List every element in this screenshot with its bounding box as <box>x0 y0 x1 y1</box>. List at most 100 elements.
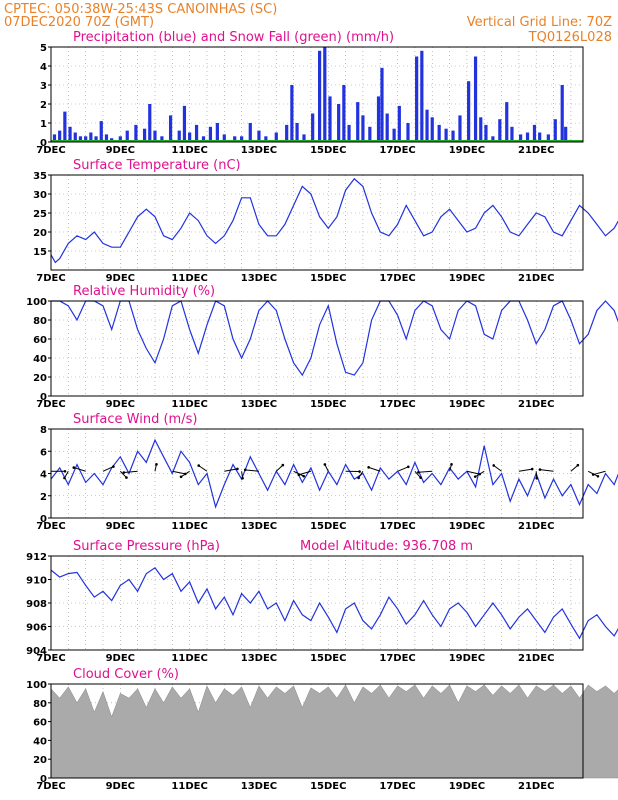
wind-arrow <box>593 470 606 476</box>
precip-bar <box>392 128 396 142</box>
precip-bar <box>84 136 88 142</box>
precip-ytick-label: 2 <box>40 100 47 111</box>
rh-xtick-label: 11DEC <box>171 399 207 410</box>
pres-xtick-label: 9DEC <box>106 653 135 664</box>
cloud-xtick-label: 9DEC <box>106 781 135 792</box>
precip-bar <box>491 136 495 142</box>
precip-bar <box>337 104 341 142</box>
header-station: CPTEC: 050:38W-25:43S CANOINHAS (SC) <box>4 2 277 17</box>
wind-arrow <box>298 470 312 476</box>
wind-ytick-label: 8 <box>40 425 47 436</box>
wind-arrow <box>180 470 190 478</box>
header-run-time: 07DEC2020 70Z (GMT) <box>4 15 154 30</box>
cloud-ytick-label: 80 <box>33 699 47 710</box>
precip-bar <box>201 136 206 142</box>
rh-xtick-label: 21DEC <box>518 399 554 410</box>
precip-bar <box>52 134 57 142</box>
temp-ytick-label: 25 <box>33 209 47 220</box>
wind-arrow-head <box>243 468 247 472</box>
temp-series-line <box>50 177 618 264</box>
wind-arrow-head <box>63 469 67 473</box>
wind-arrow-head <box>122 471 126 474</box>
precip-ytick-label: 1 <box>40 119 47 130</box>
temp-xtick-label: 9DEC <box>106 273 135 284</box>
cloud-cover-area <box>50 684 618 779</box>
rh-series-line <box>51 300 618 377</box>
wind-xtick-label: 13DEC <box>241 521 277 532</box>
pres-ytick-label: 912 <box>26 552 47 563</box>
rh-ytick-label: 100 <box>26 297 47 308</box>
precip-bar <box>264 136 268 142</box>
precip-ytick-label: 0 <box>40 138 47 149</box>
precip-bar <box>546 134 550 142</box>
model-altitude-label: Model Altitude: 936.708 m <box>300 539 473 554</box>
cloud-xtick-label: 17DEC <box>379 781 415 792</box>
pres-xtick-label: 11DEC <box>171 653 207 664</box>
wind-series-line <box>50 438 618 509</box>
cloud-xtick-label: 19DEC <box>449 781 485 792</box>
pres-ytick-label: 910 <box>26 576 47 587</box>
precip-bar <box>78 136 83 142</box>
rh-title: Relative Humidity (%) <box>73 284 215 299</box>
precip-bar <box>532 124 537 142</box>
precip-bar <box>168 115 173 142</box>
cloud-panel: 0 20 40 60 80 100 7DEC 9DEC 11DEC 13DEC 15DEC 17DEC… <box>26 667 618 792</box>
wind-arrow-head <box>179 475 183 479</box>
temp-xtick-label: 15DEC <box>310 273 346 284</box>
wind-arrow <box>198 465 208 472</box>
precip-bar <box>94 136 98 142</box>
precip-bar <box>188 132 192 142</box>
precip-bar <box>368 126 372 142</box>
header-vertical-grid: Vertical Grid Line: 70Z <box>467 15 612 30</box>
wind-arrow <box>358 471 364 479</box>
precip-bar <box>177 130 181 142</box>
pres-xtick-label: 17DEC <box>379 653 415 664</box>
wind-arrow <box>418 470 433 473</box>
wind-ytick-label: 4 <box>40 470 47 481</box>
wind-arrow-head <box>367 466 370 469</box>
precip-bar <box>99 121 103 142</box>
rh-ytick-label: 20 <box>33 373 47 384</box>
header-model-code: TQ0126L028 <box>528 30 612 45</box>
wind-arrow <box>518 468 533 472</box>
rh-ytick-label: 40 <box>33 354 47 365</box>
precip-bar <box>420 50 424 142</box>
wind-arrow-head <box>538 468 542 471</box>
pres-xtick-label: 15DEC <box>310 653 346 664</box>
precip-bar <box>317 50 322 142</box>
precip-bar <box>311 113 315 142</box>
cloud-title: Cloud Cover (%) <box>73 667 179 682</box>
precip-bar <box>68 126 72 142</box>
wind-ytick-label: 0 <box>40 514 47 525</box>
rh-ytick-label: 60 <box>33 335 47 346</box>
pres-series-line <box>50 566 618 640</box>
precip-bar <box>444 128 448 142</box>
precip-bar <box>125 130 129 142</box>
wind-xtick-label: 11DEC <box>171 521 207 532</box>
precip-bar <box>538 132 542 142</box>
wind-xtick-label: 21DEC <box>518 521 554 532</box>
temp-xtick-label: 21DEC <box>518 273 554 284</box>
precip-bar <box>274 132 278 142</box>
precip-bar <box>380 67 384 142</box>
precip-bar <box>347 124 351 142</box>
precip-title: Precipitation (blue) and Snow Fall (gree… <box>73 30 394 45</box>
precip-bar <box>134 124 138 142</box>
precip-bar <box>328 96 332 142</box>
temp-ytick-label: 20 <box>33 228 47 239</box>
wind-arrow-head <box>112 465 115 468</box>
wind-arrow-head <box>302 474 305 478</box>
precip-bar <box>415 56 419 142</box>
precip-xtick-label: 19DEC <box>449 145 485 156</box>
precip-bar <box>467 81 471 142</box>
precip-xtick-label: 7DEC <box>36 145 65 156</box>
precip-bar <box>89 132 93 142</box>
cloud-xtick-label: 7DEC <box>36 781 65 792</box>
pres-panel: 904 906 908 910 912 7DEC 9DEC 11DEC 13DEC 15DEC 17… <box>26 539 618 664</box>
pres-ytick-label: 906 <box>26 623 47 634</box>
precip-bar <box>290 85 294 142</box>
rh-xtick-label: 17DEC <box>379 399 415 410</box>
temp-ytick-label: 30 <box>33 190 47 201</box>
wind-arrow-head <box>596 475 600 478</box>
temp-xtick-label: 17DEC <box>379 273 415 284</box>
